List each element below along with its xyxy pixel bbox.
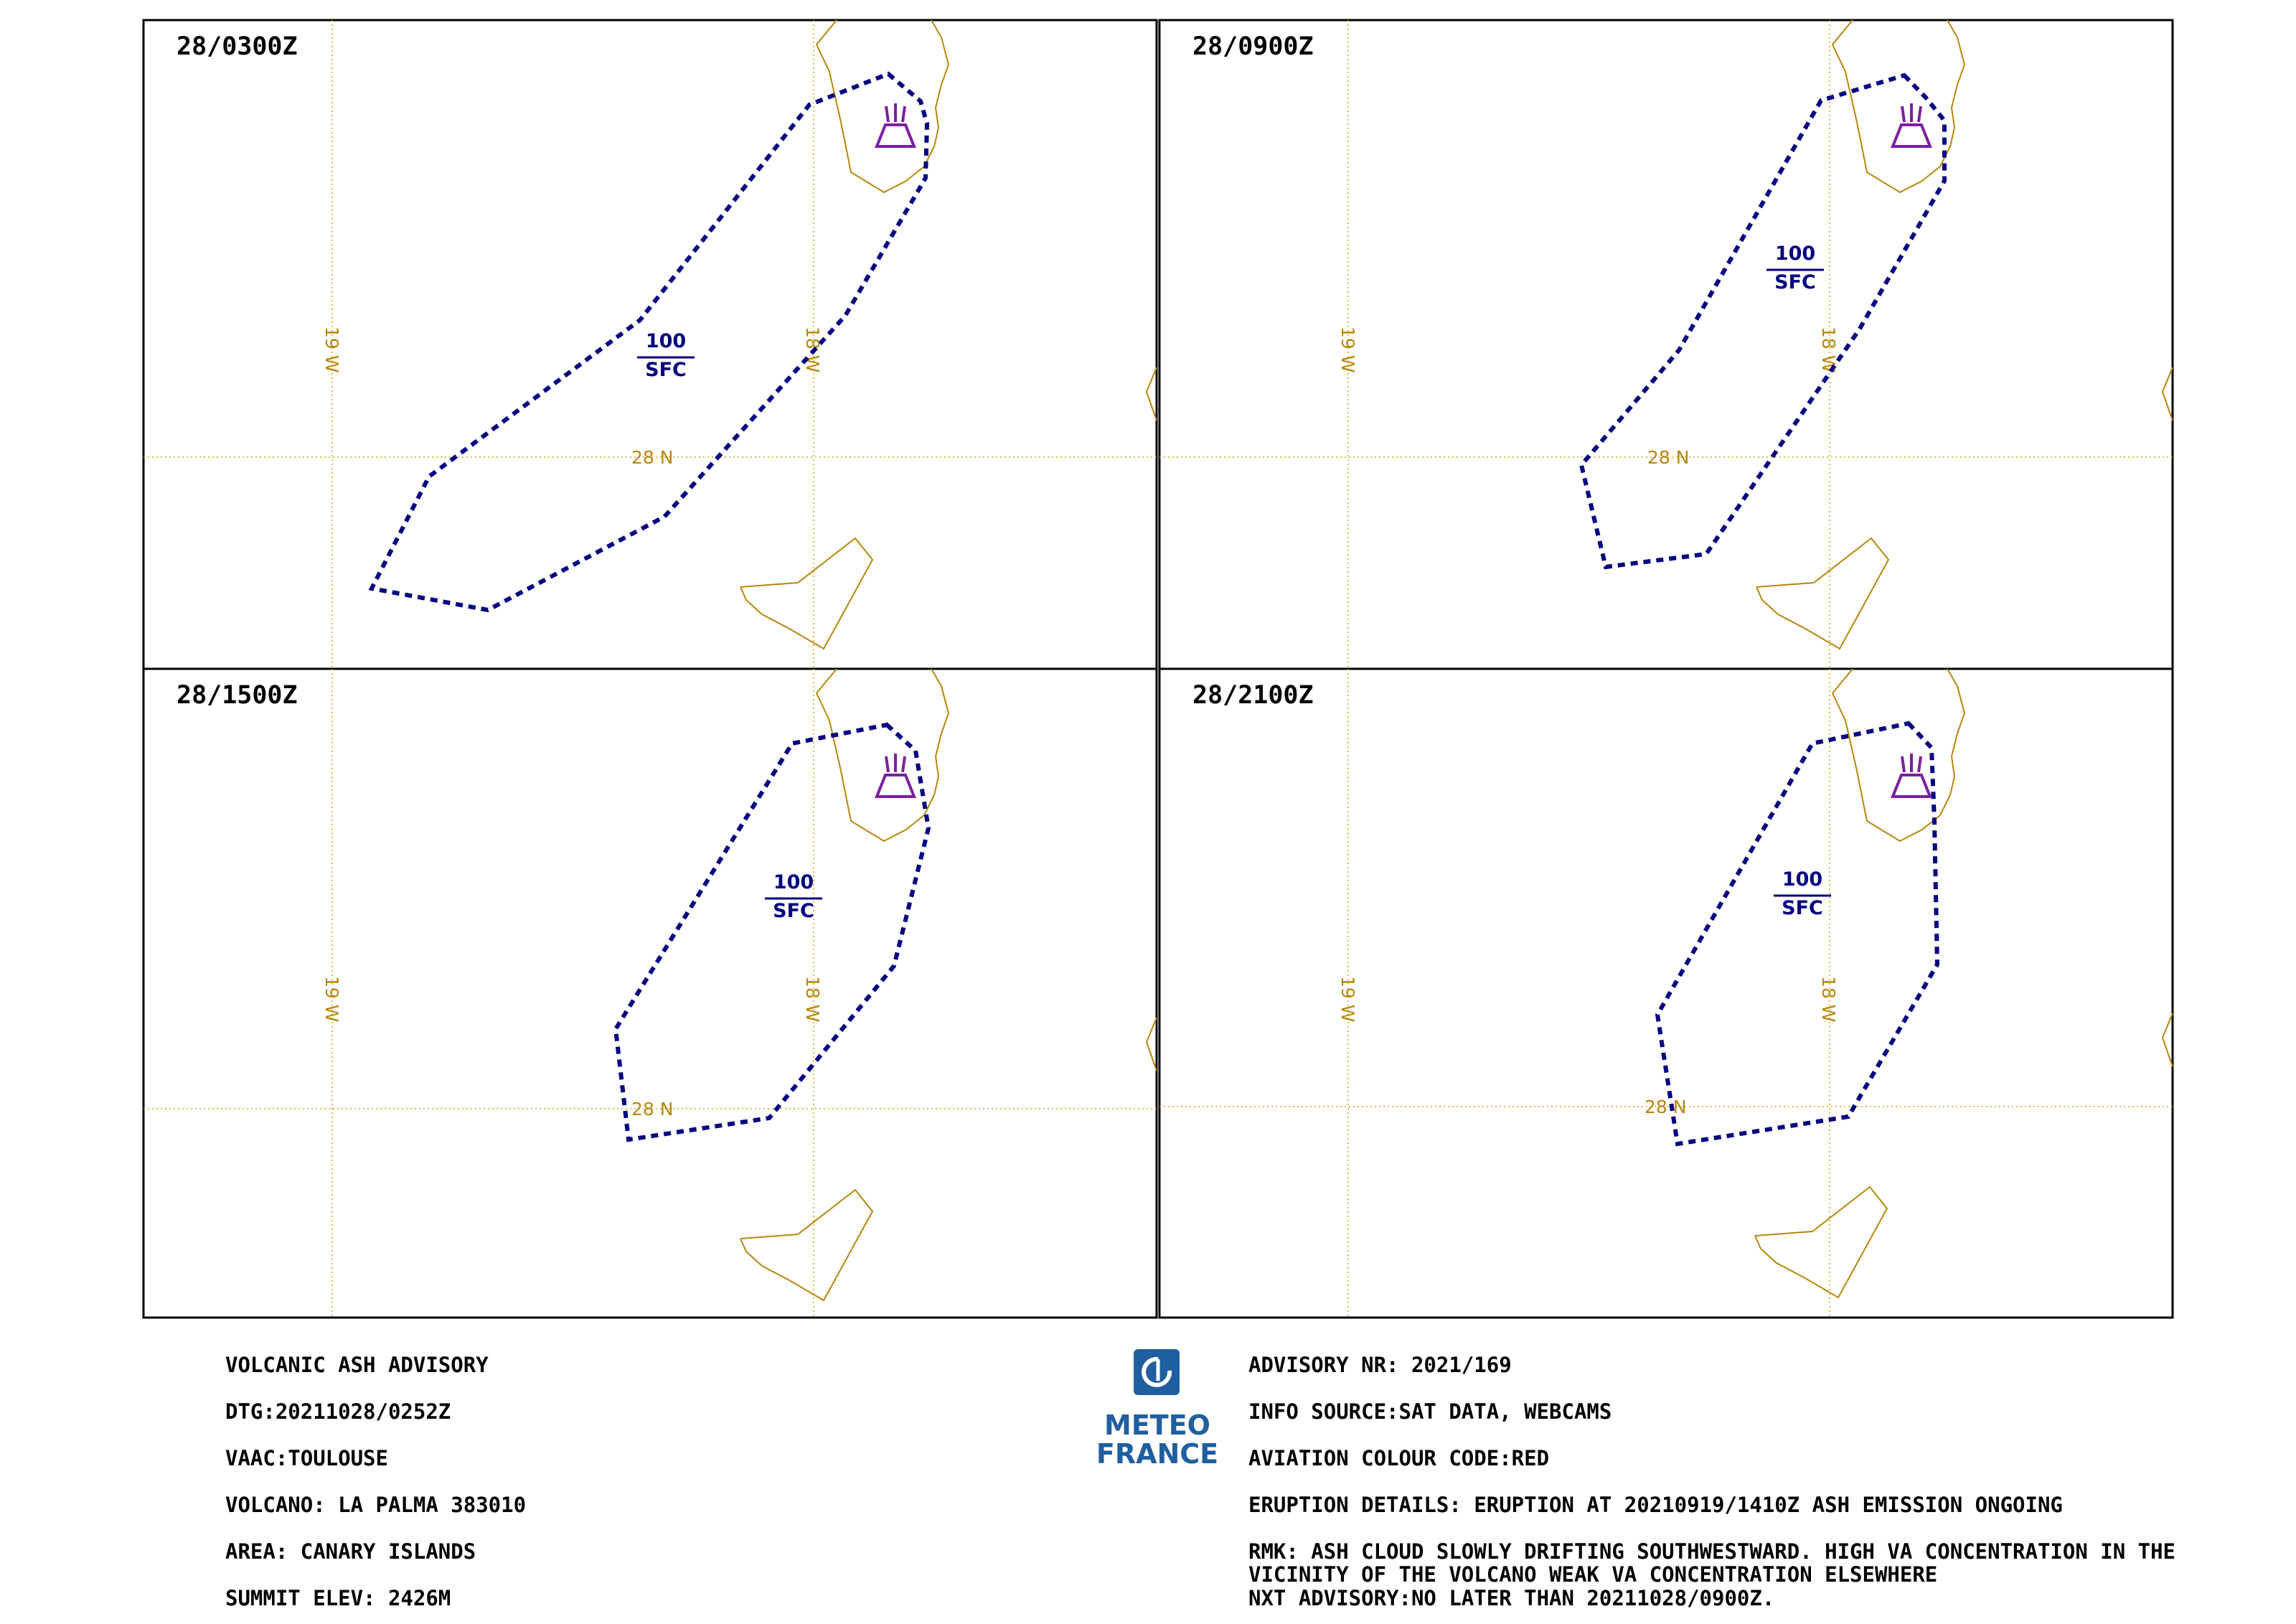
lat-label-28n: 28 N bbox=[631, 1099, 673, 1120]
fl-bottom: SFC bbox=[773, 900, 814, 922]
advisory-volcano: VOLCANO: LA PALMA 383010 bbox=[225, 1493, 527, 1517]
volcano-icon bbox=[875, 103, 916, 148]
meteo-france-logo-icon bbox=[1134, 1349, 1180, 1395]
logo-text-france: FRANCE bbox=[1096, 1438, 1219, 1470]
map-panel-0300z: 19 W 18 W 28 N 100 SFC 28/0300Z bbox=[142, 19, 1158, 670]
panel-frame bbox=[142, 667, 1158, 1319]
lat-label-28n: 28 N bbox=[631, 447, 673, 468]
coastline bbox=[1754, 668, 2173, 1299]
fl-top: 100 bbox=[646, 330, 686, 352]
forecast-map-grid: 19 W 18 W 28 N 100 SFC 28/0300Z 19 W 18 … bbox=[142, 19, 2174, 1319]
lon-label-19w: 19 W bbox=[1337, 327, 1358, 372]
flight-level-label: 100 SFC bbox=[1766, 243, 1824, 294]
map-panel-2100z: 19 W 18 W 28 N 100 SFC 28/2100Z bbox=[1158, 667, 2174, 1319]
advisory-title: VOLCANIC ASH ADVISORY bbox=[225, 1353, 489, 1377]
lat-label-28n: 28 N bbox=[1647, 447, 1689, 468]
map-panel-0900z: 19 W 18 W 28 N 100 SFC 28/0900Z bbox=[1158, 19, 2174, 670]
advisory-eruption-details: ERUPTION DETAILS: ERUPTION AT 20210919/1… bbox=[1248, 1493, 2063, 1517]
advisory-area: AREA: CANARY ISLANDS bbox=[225, 1539, 476, 1564]
advisory-vaac: VAAC:TOULOUSE bbox=[225, 1446, 388, 1470]
panel-title: 28/0900Z bbox=[1192, 32, 1314, 61]
lon-label-18w: 18 W bbox=[802, 976, 823, 1022]
map-panel-1500z: 19 W 18 W 28 N 100 SFC 28/1500Z bbox=[142, 667, 1158, 1319]
volcano-icon bbox=[1891, 754, 1932, 798]
lat-label-28n: 28 N bbox=[1645, 1097, 1686, 1117]
advisory-next: NXT ADVISORY:NO LATER THAN 20211028/0900… bbox=[1248, 1586, 1775, 1610]
panel-frame bbox=[1158, 19, 2174, 670]
lon-label-19w: 19 W bbox=[321, 976, 342, 1022]
panel-frame bbox=[142, 19, 1158, 670]
panel-frame bbox=[1158, 667, 2174, 1319]
panel-title: 28/2100Z bbox=[1192, 681, 1314, 710]
fl-top: 100 bbox=[1775, 243, 1815, 265]
lon-label-19w: 19 W bbox=[1337, 976, 1358, 1022]
ash-cloud-outline bbox=[368, 71, 930, 613]
lon-label-18w: 18 W bbox=[1818, 976, 1839, 1022]
panel-title: 28/1500Z bbox=[177, 681, 298, 710]
fl-bottom: SFC bbox=[1782, 897, 1823, 919]
flight-level-label: 100 SFC bbox=[637, 330, 695, 381]
panel-title: 28/0300Z bbox=[177, 32, 298, 61]
coastline bbox=[1756, 19, 2173, 650]
logo-text-meteo: METEO bbox=[1104, 1409, 1210, 1441]
advisory-dtg: DTG:20211028/0252Z bbox=[225, 1399, 451, 1424]
advisory-remark-line1: RMK: ASH CLOUD SLOWLY DRIFTING SOUTHWEST… bbox=[1248, 1539, 2176, 1564]
meteo-france-logo: METEO FRANCE bbox=[1089, 1349, 1225, 1468]
flight-level-label: 100 SFC bbox=[1774, 868, 1831, 919]
advisory-summit-elev: SUMMIT ELEV: 2426M bbox=[225, 1586, 451, 1610]
fl-top: 100 bbox=[1782, 868, 1822, 891]
volcano-icon bbox=[1891, 103, 1932, 148]
fl-bottom: SFC bbox=[1774, 271, 1816, 294]
volcano-icon bbox=[875, 754, 916, 798]
lon-label-18w: 18 W bbox=[1818, 327, 1839, 372]
advisory-number: ADVISORY NR: 2021/169 bbox=[1248, 1353, 1512, 1377]
flight-level-label: 100 SFC bbox=[765, 871, 822, 922]
lon-label-19w: 19 W bbox=[321, 327, 342, 372]
fl-bottom: SFC bbox=[645, 359, 687, 381]
fl-top: 100 bbox=[773, 871, 814, 893]
ash-cloud-outline bbox=[613, 722, 931, 1142]
advisory-colour-code: AVIATION COLOUR CODE:RED bbox=[1248, 1446, 1550, 1470]
advisory-info-source: INFO SOURCE:SAT DATA, WEBCAMS bbox=[1248, 1399, 1612, 1424]
ash-cloud-outline bbox=[1655, 721, 1940, 1147]
advisory-remark-line2: VICINITY OF THE VOLCANO WEAK VA CONCENTR… bbox=[1248, 1562, 1938, 1587]
